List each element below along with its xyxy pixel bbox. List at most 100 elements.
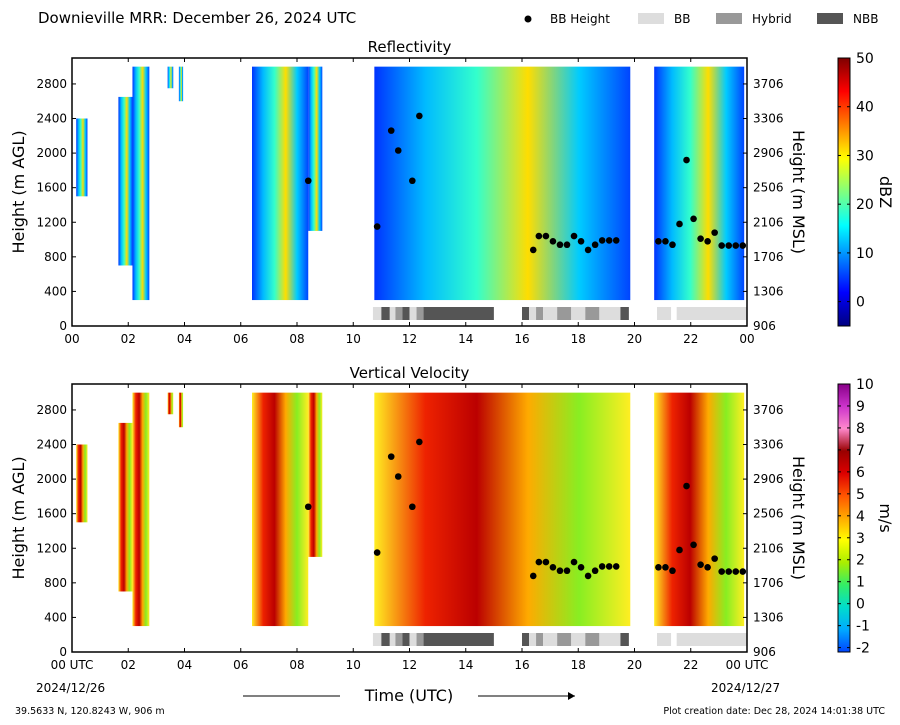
bb-type-bar-segment	[372, 307, 382, 320]
bb-type-bar-segment	[402, 307, 410, 320]
x-tick-label: 18	[571, 658, 586, 672]
echo-segment	[118, 96, 133, 266]
echo-segment	[118, 422, 133, 592]
y-tick-label: 400	[44, 284, 67, 298]
figure-title: Downieville MRR: December 26, 2024 UTC	[38, 9, 356, 27]
bb-type-bar-segment	[557, 633, 572, 646]
bb-height-point	[732, 568, 740, 575]
reflectivity-title: Reflectivity	[368, 38, 452, 56]
bb-height-point	[570, 558, 578, 566]
y-tick-label: 1600	[36, 181, 67, 195]
x-tick-label: 00	[739, 332, 754, 346]
bb-type-bar-segment	[423, 633, 494, 646]
bb-height-point	[739, 242, 747, 249]
x-tick-label: 04	[177, 332, 192, 346]
colorbar-tick-label: 1	[856, 575, 865, 591]
y-right-tick-label: 3706	[753, 77, 784, 91]
bb-height-point	[373, 223, 381, 230]
bb-height-point	[669, 241, 676, 249]
x-tick-label: 02	[121, 658, 136, 672]
bb-height-point	[529, 246, 537, 254]
bb-type-bar-segment	[585, 307, 600, 320]
y-tick-label: 400	[44, 610, 67, 624]
y-tick-label: 1200	[36, 541, 67, 555]
bb-height-point	[570, 232, 578, 240]
reflectivity-colorbar-label: dBZ	[876, 176, 895, 208]
bb-height-point	[577, 237, 585, 245]
end-date: 2024/12/27	[711, 681, 780, 695]
legend-bb-swatch	[638, 13, 664, 24]
y-right-tick-label: 2906	[753, 146, 784, 160]
bb-height-point	[563, 567, 571, 575]
x-tick-label: 02	[121, 332, 136, 346]
echo-segment	[654, 66, 745, 301]
x-tick-label: 08	[289, 332, 304, 346]
start-date: 2024/12/26	[36, 681, 105, 695]
bb-height-point	[542, 232, 550, 240]
bb-height-point	[584, 246, 592, 254]
bb-type-bar-segment	[657, 633, 672, 646]
colorbar-tick-label: 10	[856, 246, 874, 262]
x-tick-label: 10	[346, 332, 361, 346]
bb-type-bar-segment	[557, 307, 572, 320]
echo-segment	[308, 66, 323, 231]
bb-type-bar-segment	[381, 307, 390, 320]
bb-type-bar-segment	[585, 633, 600, 646]
x-tick-label: 14	[458, 332, 473, 346]
bb-type-bar-segment	[409, 633, 417, 646]
bb-height-point	[662, 563, 669, 571]
y-right-tick-label: 906	[753, 645, 776, 659]
y-tick-label: 2400	[36, 438, 67, 452]
colorbar-tick-label: 40	[856, 100, 874, 116]
echo-segment	[132, 66, 150, 301]
bb-type-bar-segment	[529, 633, 537, 646]
x-tick-label: 14	[458, 658, 473, 672]
bb-height-point	[409, 503, 416, 511]
echo-segment	[178, 392, 184, 428]
bb-height-point	[711, 229, 718, 236]
bb-height-point	[612, 563, 620, 570]
bb-height-point	[676, 546, 683, 554]
x-tick-label: 22	[683, 658, 698, 672]
vertical-velocity-y-axis-label: Height (m AGL)	[9, 456, 28, 579]
x-tick-label: 16	[514, 658, 529, 672]
y-right-tick-label: 2506	[753, 507, 784, 521]
station-location: 39.5633 N, 120.8243 W, 906 m	[15, 706, 165, 717]
bb-height-point	[697, 235, 704, 242]
colorbar-tick-label: -1	[856, 619, 870, 635]
legend-bb-height-marker	[524, 15, 532, 23]
colorbar-tick-label: 8	[856, 421, 865, 437]
x-tick-label: 10	[346, 658, 361, 672]
y-tick-label: 2000	[36, 146, 67, 160]
echo-segment	[252, 392, 309, 627]
echo-segment	[167, 66, 174, 89]
vertical-velocity-colorbar	[837, 383, 851, 653]
echo-segment	[132, 392, 150, 627]
bb-type-bar-segment	[676, 633, 747, 646]
bb-height-point	[676, 220, 683, 228]
echo-segment	[252, 66, 309, 301]
legend-bb-height-label: BB Height	[550, 12, 610, 26]
bb-height-point	[416, 438, 423, 446]
echo-segment	[654, 392, 745, 627]
x-tick-label: 18	[571, 332, 586, 346]
bb-height-point	[725, 242, 733, 249]
bb-height-point	[387, 453, 395, 460]
echo-segment	[308, 392, 323, 557]
bb-height-point	[373, 549, 381, 556]
bb-type-bar-segment	[571, 307, 586, 320]
y-tick-label: 800	[44, 250, 67, 264]
legend-hybrid-swatch	[716, 13, 742, 24]
x-tick-label: 12	[402, 332, 417, 346]
bb-height-point	[662, 237, 669, 245]
bb-height-point	[394, 147, 402, 154]
y-right-tick-label: 2106	[753, 215, 784, 229]
x-tick-label: 12	[402, 658, 417, 672]
bb-height-point	[655, 237, 662, 245]
colorbar-tick-label: 0	[856, 295, 865, 311]
bb-height-point	[711, 555, 718, 562]
x-tick-label: 20	[627, 658, 642, 672]
legend-hybrid-label: Hybrid	[752, 12, 792, 26]
bb-type-bar-segment	[389, 633, 396, 646]
